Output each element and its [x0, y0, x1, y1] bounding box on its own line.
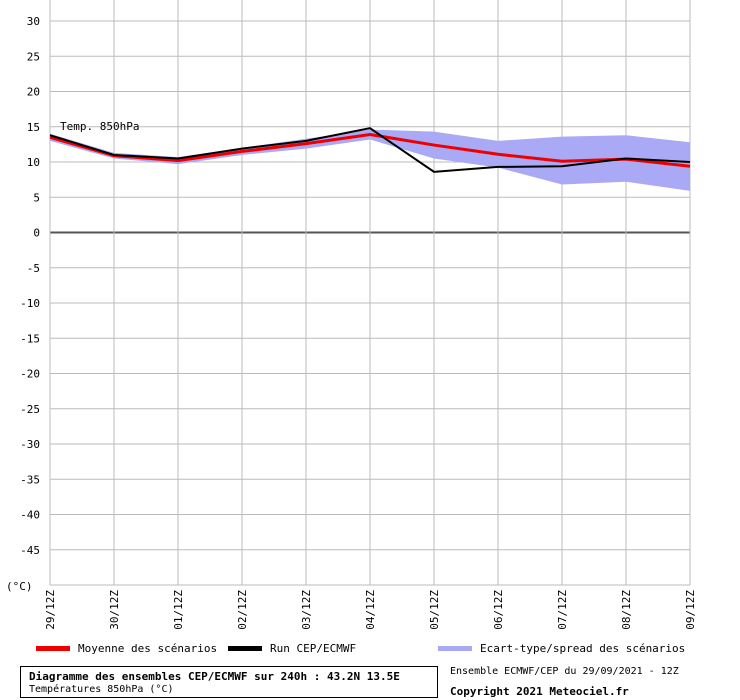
- y-tick-label: 30: [27, 15, 40, 28]
- y-tick-label: -40: [20, 509, 40, 522]
- x-tick-label: 07/12Z: [556, 590, 569, 630]
- y-tick-label: -20: [20, 368, 40, 381]
- x-tick-label: 08/12Z: [620, 590, 633, 630]
- series-run-line: [49, 127, 691, 173]
- y-tick-label: -35: [20, 473, 40, 486]
- y-tick-label: -15: [20, 332, 40, 345]
- y-tick-label: -45: [20, 544, 40, 557]
- legend-mean-label: Moyenne des scénarios: [78, 641, 218, 655]
- legend-spread-label: Ecart-type/spread des scénarios: [480, 641, 686, 655]
- legend-run-swatch: [228, 645, 262, 651]
- copyright: Copyright 2021 Meteociel.fr: [450, 685, 629, 698]
- y-tick-label: 25: [27, 50, 40, 63]
- footer-title: Diagramme des ensembles CEP/ECMWF sur 24…: [29, 670, 400, 683]
- footer-box: Diagramme des ensembles CEP/ECMWF sur 24…: [20, 666, 438, 698]
- run-info: Ensemble ECMWF/CEP du 29/09/2021 - 12Z: [450, 666, 679, 677]
- y-tick-label: 15: [27, 121, 40, 134]
- y-tick-label: -10: [20, 297, 40, 310]
- y-tick-label: -30: [20, 438, 40, 451]
- y-tick-label: -25: [20, 403, 40, 416]
- ensemble-chart: 30 25 20 15 10 5 0 -5 -10 -15 -20 -25 -30 -35 -40 -45 2…: [6, 0, 697, 630]
- x-tick-label: 05/12Z: [428, 590, 441, 630]
- legend-mean-swatch: [36, 645, 70, 651]
- x-tick-labels: 29/12Z 30/12Z 01/12Z 02/12Z 03/12Z 04/12Z 05/1…: [44, 590, 697, 630]
- y-tick-label: 10: [27, 156, 40, 169]
- x-tick-label: 06/12Z: [492, 590, 505, 630]
- legend-run: Run CEP/ECMWF: [228, 640, 356, 656]
- x-tick-label: 04/12Z: [364, 590, 377, 630]
- x-tick-label: 29/12Z: [44, 590, 57, 630]
- series-lines: [49, 127, 691, 173]
- x-tick-label: 09/12Z: [684, 590, 697, 630]
- legend-run-label: Run CEP/ECMWF: [270, 641, 357, 655]
- series-mean-line: [49, 132, 691, 168]
- y-tick-label: 0: [33, 227, 40, 240]
- series-label: Temp. 850hPa: [60, 120, 139, 133]
- spread-band: [50, 129, 690, 191]
- x-tick-label: 02/12Z: [236, 590, 249, 630]
- x-tick-label: 01/12Z: [172, 590, 185, 630]
- x-tick-label: 03/12Z: [300, 590, 313, 630]
- spread-area: [50, 129, 690, 191]
- grid-lines: [49, 0, 691, 586]
- x-tick-label: 30/12Z: [108, 590, 121, 630]
- y-unit-label: (°C): [6, 580, 33, 593]
- y-tick-label: 20: [27, 86, 40, 99]
- legend-spread-swatch: [438, 645, 472, 651]
- footer-subtitle: Températures 850hPa (°C): [29, 684, 174, 695]
- y-tick-label: 5: [33, 191, 40, 204]
- y-tick-labels: 30 25 20 15 10 5 0 -5 -10 -15 -20 -25 -30 -35 -40 -45: [20, 15, 40, 557]
- y-tick-label: -5: [27, 262, 40, 275]
- legend-mean: Moyenne des scénarios: [36, 640, 217, 656]
- legend-spread: Ecart-type/spread des scénarios: [438, 640, 685, 656]
